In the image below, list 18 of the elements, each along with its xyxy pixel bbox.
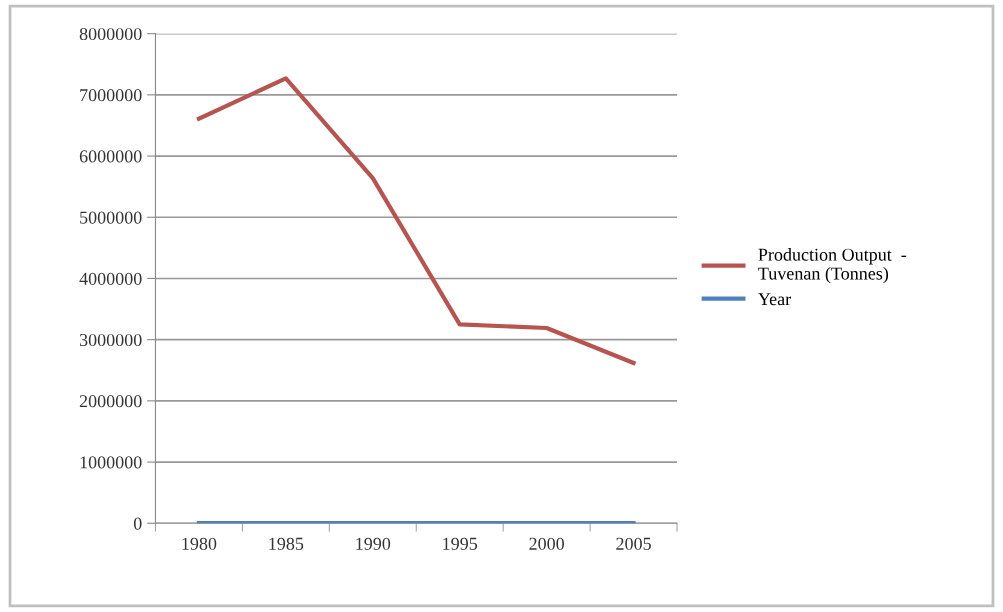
y-tick-label: 8000000	[79, 27, 142, 41]
y-tick-label: 3000000	[79, 333, 142, 347]
x-tick-label: 2005	[616, 537, 651, 550]
y-tick-label: 1000000	[80, 456, 142, 469]
y-tick-label: 4000000	[79, 272, 142, 285]
legend-label: Year	[758, 293, 791, 306]
y-tick-label: 5000000	[80, 211, 142, 224]
x-tick-label: 1980	[182, 537, 217, 550]
x-tick-label: 1990	[356, 537, 391, 550]
y-tick-label: 7000000	[80, 89, 142, 102]
legend-label: Production Output - Tuvenan (Tonnes)	[758, 248, 907, 284]
line-series	[196, 76, 636, 366]
y-tick-label: 2000000	[79, 395, 142, 408]
x-tick-label: 2000	[529, 537, 564, 550]
x-tick-label: 1985	[269, 537, 304, 550]
y-tick-label: 6000000	[79, 150, 142, 163]
y-tick-label: 0	[133, 517, 142, 530]
x-tick-label: 1995	[443, 537, 478, 550]
